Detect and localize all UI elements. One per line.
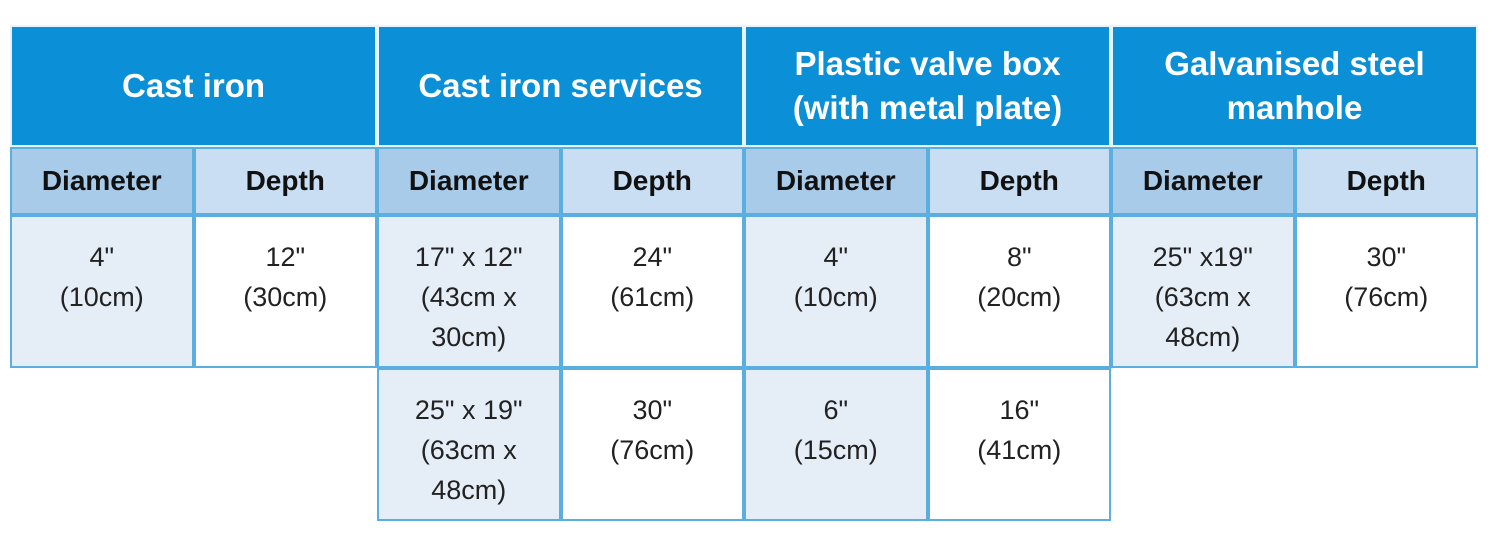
column-header-text: Diameter (41, 165, 162, 196)
cell-line: (63cm x (1154, 282, 1251, 312)
group-header: Plastic valve box (with metal plate) (744, 25, 1111, 147)
data-cell: 24" (61cm) (560, 215, 744, 368)
data-cell: 25" x 19" (63cm x 48cm) (377, 368, 561, 521)
cell-line: 30cm) (431, 322, 507, 352)
cell-line: 12" (265, 242, 306, 272)
column-header-text: Diameter (775, 165, 896, 196)
cell-line: (76cm) (1344, 282, 1429, 312)
column-header-text: Diameter (1142, 165, 1263, 196)
group-title: Cast iron (121, 67, 266, 104)
cell-line: 48cm) (1165, 322, 1241, 352)
column-header: Diameter (1111, 147, 1295, 215)
column-header: Depth (1294, 147, 1478, 215)
cell-line: 6" (823, 395, 849, 425)
cell-line: 24" (632, 242, 673, 272)
column-header: Depth (193, 147, 377, 215)
cell-line: (63cm x (420, 435, 517, 465)
data-cell: 4" (10cm) (744, 215, 928, 368)
data-cell: 4" (10cm) (10, 215, 194, 368)
column-header-text: Depth (1346, 165, 1426, 196)
column-header-text: Depth (979, 165, 1059, 196)
cell-line: 30" (632, 395, 673, 425)
group-title: Plastic valve box (with metal plate) (792, 45, 1063, 126)
cell-line: 8" (1006, 242, 1032, 272)
group-header: Cast iron services (377, 25, 744, 147)
column-header: Diameter (377, 147, 561, 215)
cell-line: (20cm) (977, 282, 1062, 312)
cell-line: (76cm) (610, 435, 695, 465)
cell-line: 17" x 12" (414, 242, 523, 272)
cell-line: 30" (1366, 242, 1407, 272)
data-cell: 12" (30cm) (193, 215, 377, 368)
cell-line: 16" (999, 395, 1040, 425)
data-cell: 30" (76cm) (560, 368, 744, 521)
column-header: Diameter (744, 147, 928, 215)
cell-line: (15cm) (793, 435, 878, 465)
cell-line: 25" x 19" (414, 395, 523, 425)
column-header-text: Depth (245, 165, 325, 196)
column-header: Diameter (10, 147, 194, 215)
cell-line: 25" x19" (1152, 242, 1253, 272)
cell-line: (61cm) (610, 282, 695, 312)
cell-line: (30cm) (243, 282, 328, 312)
cell-line: 4" (823, 242, 849, 272)
cell-line: (10cm) (59, 282, 144, 312)
cell-line: (41cm) (977, 435, 1062, 465)
data-cell: 17" x 12" (43cm x 30cm) (377, 215, 561, 368)
data-cell: 25" x19" (63cm x 48cm) (1111, 215, 1295, 368)
data-cell: 16" (41cm) (927, 368, 1111, 521)
cell-line: 48cm) (431, 475, 507, 505)
cell-line: (43cm x (420, 282, 517, 312)
column-header: Depth (927, 147, 1111, 215)
column-header-text: Depth (612, 165, 692, 196)
group-title: Cast iron services (418, 67, 703, 104)
data-cell: 8" (20cm) (927, 215, 1111, 368)
data-cell: 30" (76cm) (1294, 215, 1478, 368)
cell-line: 4" (89, 242, 115, 272)
group-header: Cast iron (10, 25, 377, 147)
group-title: Galvanised steel manhole (1164, 45, 1425, 126)
column-header-text: Diameter (408, 165, 529, 196)
cell-line: (10cm) (793, 282, 878, 312)
data-cell: 6" (15cm) (744, 368, 928, 521)
group-header: Galvanised steel manhole (1111, 25, 1478, 147)
column-header: Depth (560, 147, 744, 215)
